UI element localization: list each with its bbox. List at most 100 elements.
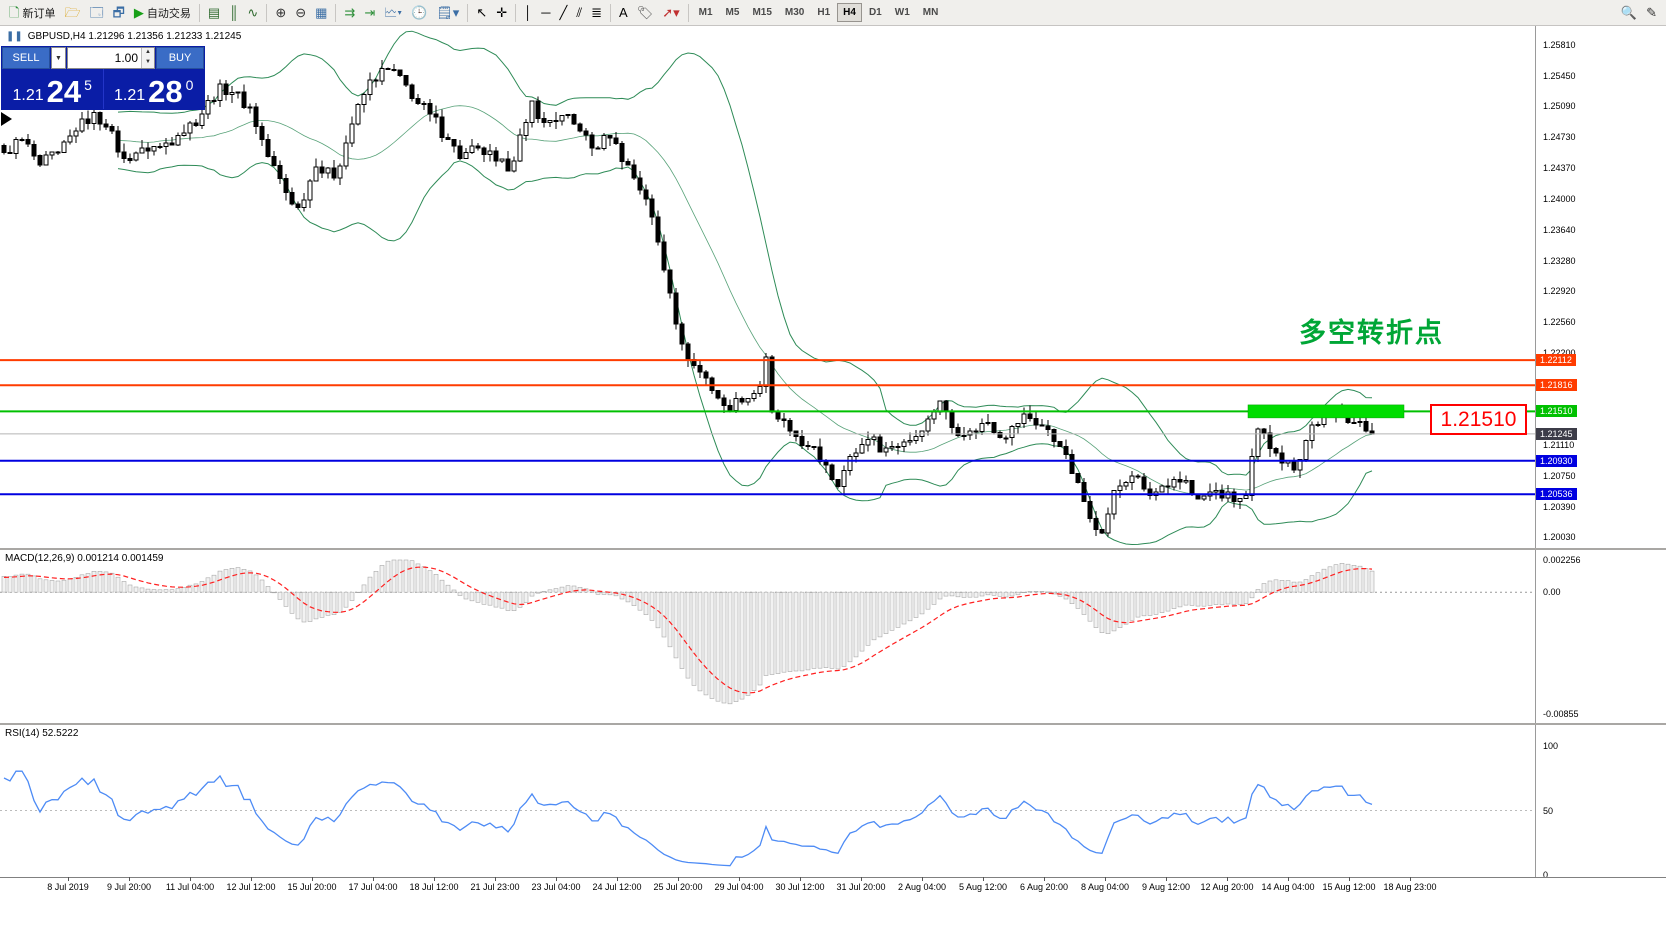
new-chart-button[interactable]: 🗠▾: [380, 3, 406, 23]
line-chart-button[interactable]: ∿: [243, 3, 262, 23]
data-window-button[interactable]: 🗔: [86, 3, 108, 23]
candles-layer: [1, 60, 1375, 537]
toolbar-separator: [335, 3, 337, 22]
time-axis-tick: [861, 877, 862, 881]
time-axis-tick: [129, 877, 130, 881]
time-axis-label: 8 Jul 2019: [47, 882, 89, 892]
templates-icon: 🗒▾: [436, 4, 460, 20]
timeframe-m15-button[interactable]: M15: [752, 7, 772, 18]
time-axis-tick: [1044, 877, 1045, 881]
templates-button[interactable]: 🗒▾: [432, 3, 463, 23]
buy-button[interactable]: BUY: [156, 47, 204, 69]
time-axis-tick: [1349, 877, 1350, 881]
timeframe-h4-button[interactable]: H4: [837, 3, 862, 22]
time-axis-label: 9 Aug 12:00: [1141, 882, 1191, 892]
rsi-value: 52.5222: [42, 728, 79, 739]
new-order-icon: 🗋: [9, 4, 20, 20]
volume-value[interactable]: 1.00: [114, 51, 138, 65]
macd-rsi-splitter[interactable]: [0, 723, 1666, 725]
timeframe-mn-button[interactable]: MN: [922, 7, 939, 18]
period-clock-button[interactable]: 🕒: [407, 3, 431, 23]
rsi-label: RSI(14): [5, 728, 40, 739]
auto-scroll-button[interactable]: ⇉: [340, 3, 359, 23]
timeframe-h1-button[interactable]: H1: [817, 7, 831, 18]
trendline-button[interactable]: ╱: [555, 3, 571, 23]
price-axis-label: 1.20390: [1543, 501, 1576, 512]
time-axis-label: 2 Aug 04:00: [897, 882, 947, 892]
time-axis[interactable]: 8 Jul 2019 9 Jul 20:00 11 Jul 04:00 12 Jul …: [0, 877, 1666, 896]
horizontal-line-icon: ─: [541, 4, 551, 20]
time-axis-label: 30 Jul 12:00: [775, 882, 825, 892]
price-axis-label: 1.24370: [1543, 162, 1576, 173]
time-axis-label: 17 Jul 04:00: [348, 882, 398, 892]
chart-shift-button[interactable]: ⇥: [360, 3, 379, 23]
data-window-icon: 🗔: [89, 4, 104, 20]
time-axis-label: 24 Jul 12:00: [592, 882, 642, 892]
sell-price-display[interactable]: 1.21 24 5: [2, 69, 104, 109]
horizontal-line-button[interactable]: ─: [537, 3, 554, 23]
cursor-button[interactable]: ↖: [472, 3, 491, 23]
zoom-in-button[interactable]: ⊕: [271, 3, 290, 23]
text-button[interactable]: A: [615, 3, 632, 23]
chart-canvas[interactable]: [0, 26, 1535, 952]
arrow-tools-icon: ➚▾: [662, 4, 680, 20]
tile-windows-icon: ▦: [315, 4, 328, 20]
chart-macd-splitter[interactable]: [0, 548, 1666, 550]
volume-spin-buttons: ▲ ▼: [141, 48, 154, 68]
macd-axis-label: -0.00855: [1543, 709, 1579, 719]
market-watch-button[interactable]: 🗁: [60, 3, 84, 23]
symbol-ohlc-text: GBPUSD,H4 1.21296 1.21356 1.21233 1.2124…: [27, 31, 242, 42]
vertical-line-button[interactable]: │: [520, 3, 536, 23]
cursor-icon: ↖: [476, 4, 488, 20]
pivot-annotation-text: 多空转折点: [1299, 318, 1444, 348]
time-axis-label: 25 Jul 20:00: [653, 882, 703, 892]
time-axis-label: 15 Aug 12:00: [1322, 882, 1376, 892]
order-mode-dropdown[interactable]: ▼: [51, 47, 66, 69]
time-axis-tick: [922, 877, 923, 881]
auto-trading-button[interactable]: ▶ 自动交易: [130, 2, 195, 24]
new-order-label: 新订单: [22, 7, 56, 20]
candlestick-chart-button[interactable]: ║: [225, 3, 242, 23]
price-axis-label: 1.20750: [1543, 471, 1576, 482]
time-axis-tick: [251, 877, 252, 881]
zoom-out-button[interactable]: ⊖: [291, 3, 310, 23]
price-axis-label: 1.24730: [1543, 131, 1576, 142]
fibonacci-button[interactable]: ≣: [587, 3, 606, 23]
toolbar-separator: [198, 3, 200, 22]
timeframe-m5-button[interactable]: M5: [725, 7, 740, 18]
text-label-button[interactable]: 🏷: [633, 3, 658, 23]
search-button[interactable]: 🔍: [1617, 3, 1641, 23]
rsi-axis-label: 100: [1543, 741, 1559, 751]
arrow-tools-button[interactable]: ➚▾: [658, 3, 683, 23]
time-axis-tick: [1288, 877, 1289, 881]
timeframe-m1-button[interactable]: M1: [698, 7, 713, 18]
buy-price-display[interactable]: 1.21 28 0: [104, 69, 205, 109]
sell-price-main: 1.21: [12, 87, 44, 104]
volume-stepper[interactable]: 1.00 ▲ ▼: [67, 47, 155, 69]
time-axis-tick: [1105, 877, 1106, 881]
volume-decrease-button[interactable]: ▼: [142, 58, 154, 68]
current-price-badge: 1.21245: [1536, 427, 1577, 440]
tile-windows-button[interactable]: ▦: [311, 3, 331, 23]
time-axis-label: 23 Jul 04:00: [531, 882, 581, 892]
time-axis-label: 18 Jul 12:00: [409, 882, 459, 892]
timeframe-m30-button[interactable]: M30: [784, 7, 805, 18]
bar-chart-button[interactable]: ▤: [204, 3, 224, 23]
resistance-badge: 1.22112: [1536, 354, 1576, 367]
crosshair-button[interactable]: ✛: [492, 3, 511, 23]
price-axis[interactable]: 1.25810 1.25450 1.25090 1.24730 1.24370 1.240…: [1535, 26, 1666, 880]
sell-button[interactable]: SELL: [2, 47, 50, 69]
new-order-button[interactable]: 🗋 新订单: [5, 2, 59, 24]
chevron-down-icon: ▼: [55, 54, 62, 62]
timeframe-d1-button[interactable]: D1: [868, 7, 882, 18]
navigator-button[interactable]: 🗗: [109, 3, 129, 23]
time-axis-label: 15 Jul 20:00: [287, 882, 337, 892]
edit-button[interactable]: ✎: [1642, 3, 1661, 23]
candlestick-chart-icon: ║: [229, 4, 239, 20]
toolbar-separator: [610, 3, 612, 22]
volume-increase-button[interactable]: ▲: [142, 48, 154, 58]
equidistant-channel-button[interactable]: ⫽: [572, 3, 586, 23]
timeframe-w1-button[interactable]: W1: [894, 7, 910, 18]
macd-values: 0.001214 0.001459: [77, 553, 164, 564]
bollinger-bands: [117, 30, 1373, 546]
